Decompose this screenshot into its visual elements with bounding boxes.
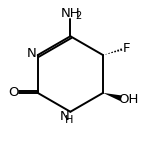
Text: O: O — [8, 86, 19, 99]
Text: N: N — [60, 110, 70, 123]
Polygon shape — [103, 93, 122, 101]
Text: 2: 2 — [75, 11, 82, 21]
Text: N: N — [27, 47, 36, 60]
Text: OH: OH — [118, 92, 139, 106]
Text: NH: NH — [61, 7, 80, 20]
Text: F: F — [123, 42, 130, 56]
Text: H: H — [65, 115, 73, 125]
